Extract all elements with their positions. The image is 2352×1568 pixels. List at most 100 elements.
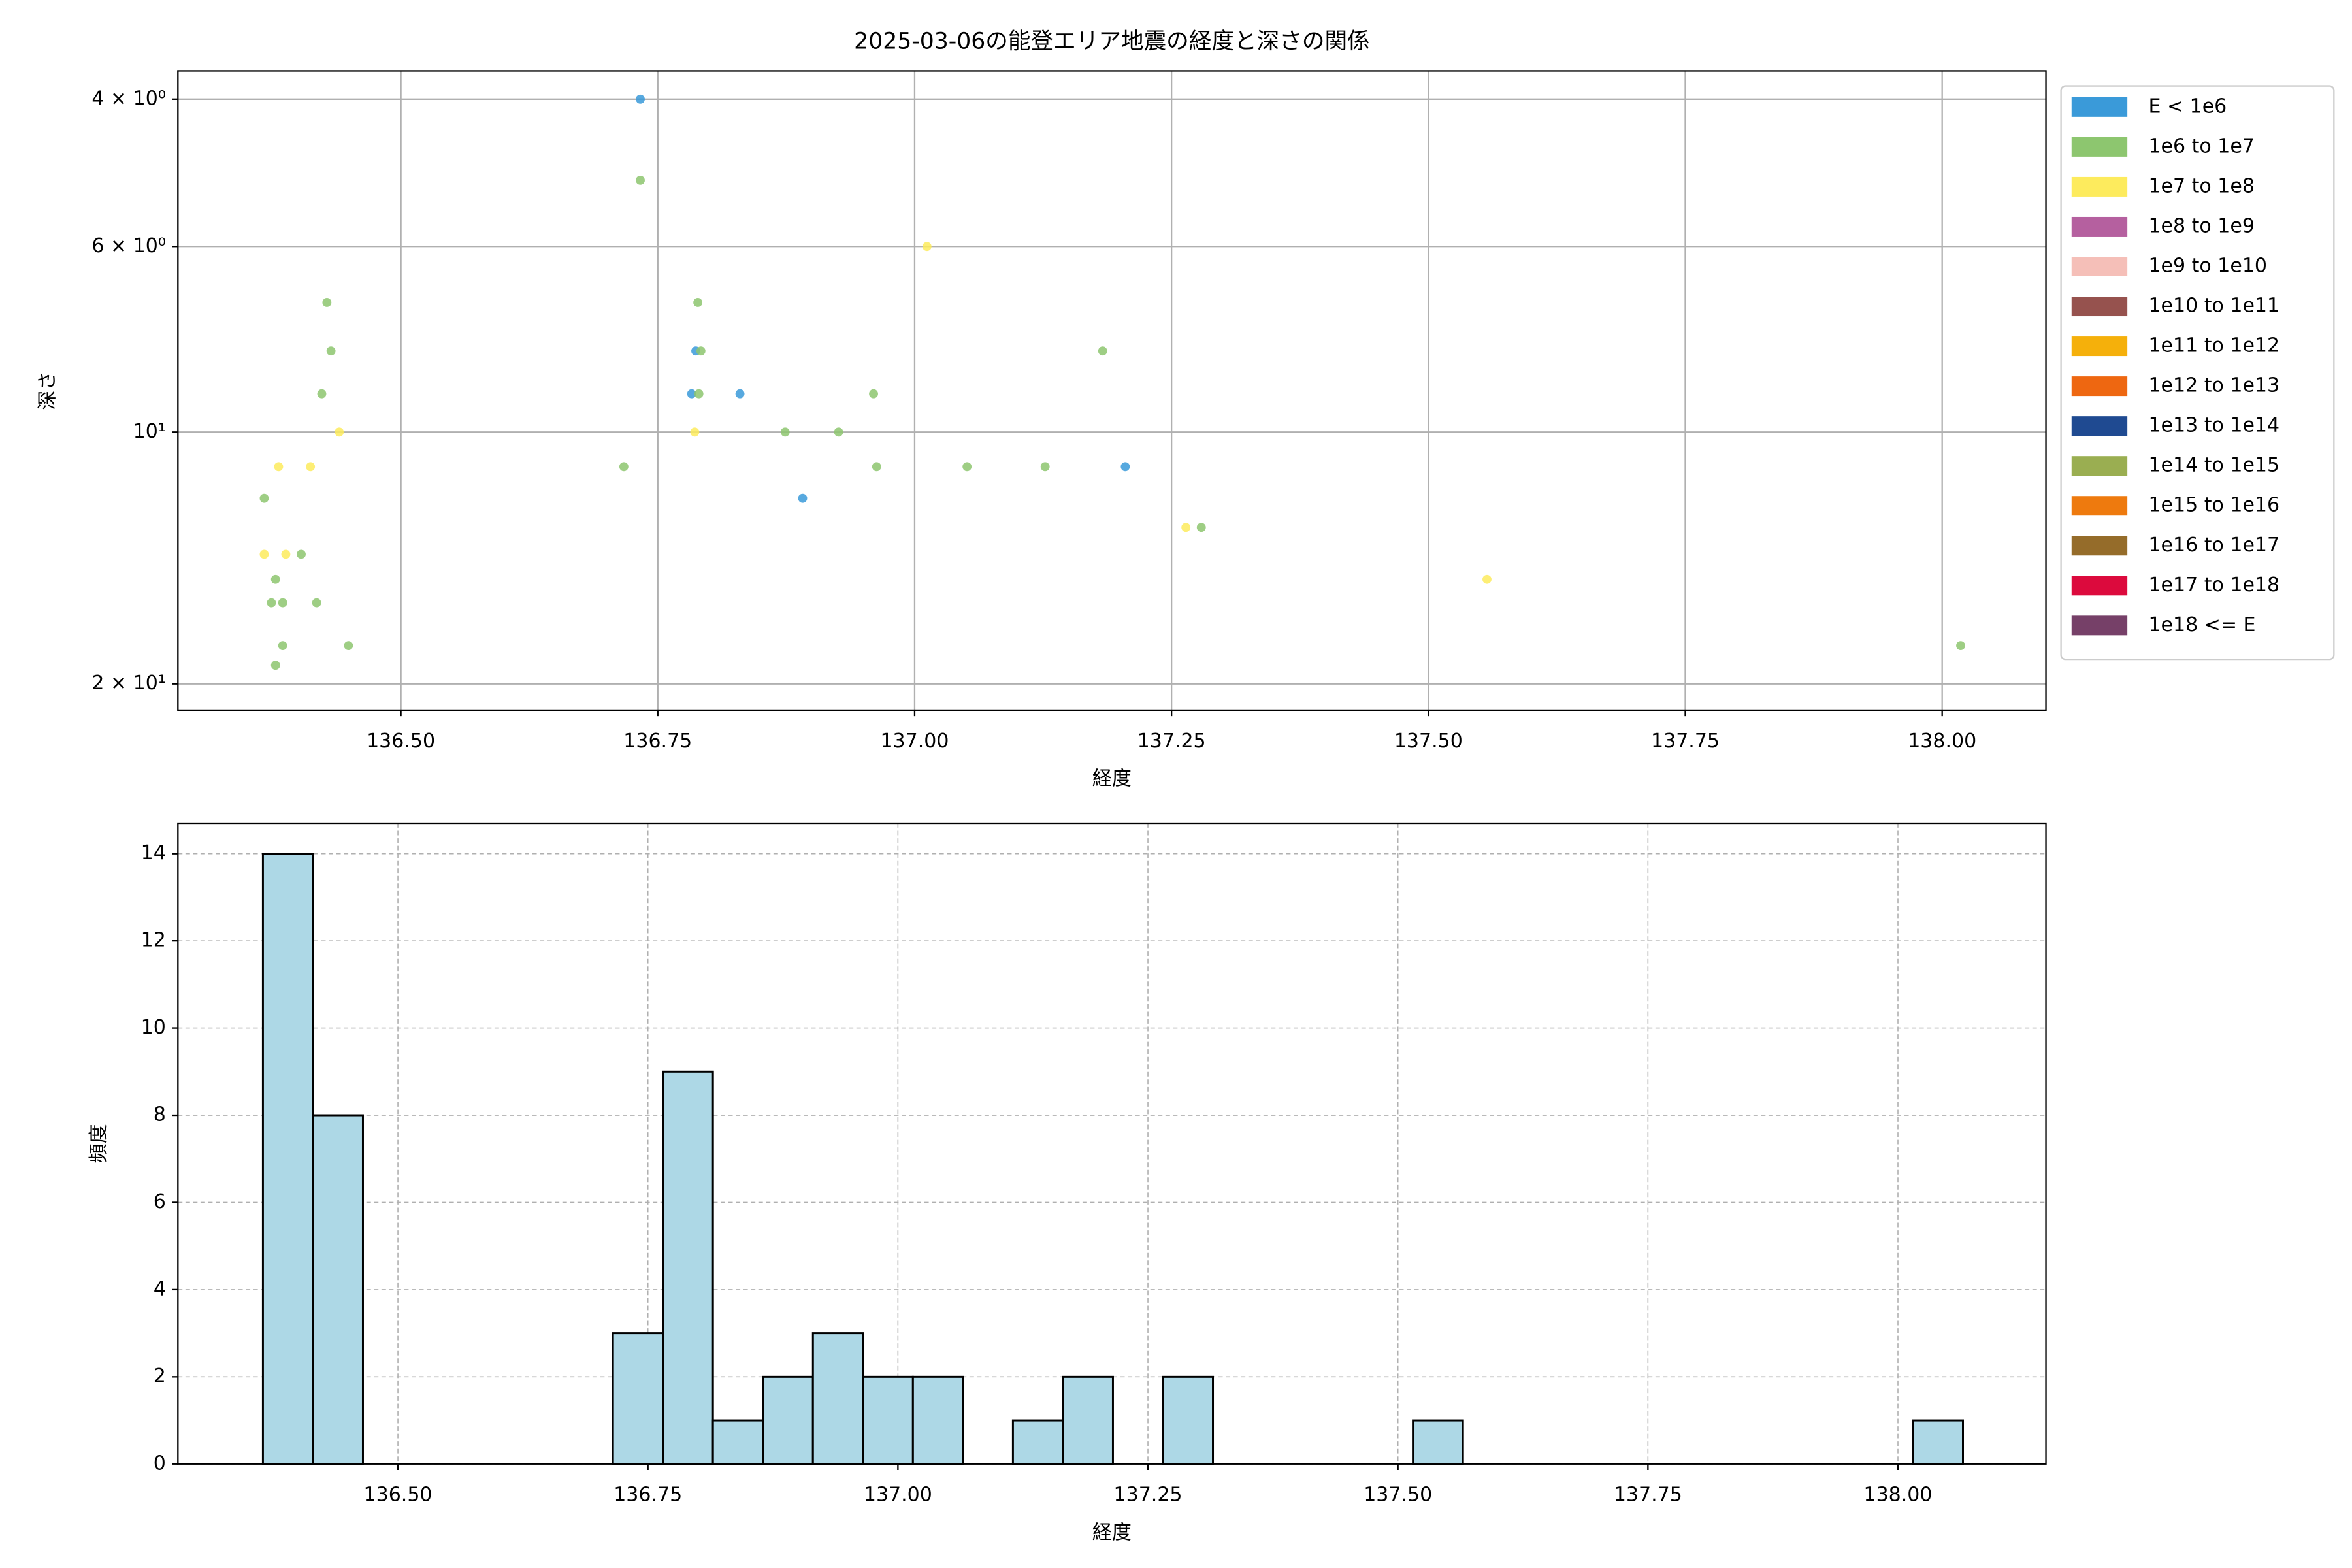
histogram-bar (1011, 1419, 1064, 1465)
data-point (274, 462, 284, 472)
x-tick-label: 136.50 (367, 730, 435, 753)
y-axis-label: 頻度 (88, 1124, 110, 1163)
histogram-bar (711, 1419, 764, 1465)
x-tick-label: 138.00 (1864, 1484, 1933, 1507)
data-point (322, 298, 332, 307)
data-point (693, 298, 703, 307)
y-tick-label: 10 (141, 1016, 166, 1039)
legend-label: 1e9 to 1e10 (2148, 255, 2267, 278)
legend-box (2060, 85, 2335, 661)
y-tick-label: 10¹ (133, 420, 166, 443)
y-tick-label: 2 (154, 1365, 166, 1388)
y-tick-label: 4 × 10⁰ (91, 87, 166, 110)
data-point (922, 242, 932, 252)
legend-label: 1e13 to 1e14 (2148, 414, 2279, 437)
legend-swatch (2071, 297, 2128, 317)
legend-label: 1e11 to 1e12 (2148, 335, 2279, 357)
histogram-bar (1162, 1375, 1215, 1465)
data-point (798, 493, 808, 503)
y-tick-label: 8 (154, 1103, 166, 1126)
data-point (317, 389, 327, 399)
legend-swatch (2071, 176, 2128, 197)
data-point (344, 641, 353, 651)
legend-swatch (2071, 336, 2128, 357)
data-point (259, 493, 269, 503)
data-point (1196, 523, 1206, 532)
data-point (735, 389, 745, 399)
chart-title: 2025-03-06の能登エリア地震の経度と深さの関係 (854, 29, 1370, 55)
y-tick-label: 6 (154, 1190, 166, 1213)
data-point (1956, 641, 1965, 651)
y-tick-label: 12 (141, 929, 166, 952)
y-tick-label: 14 (141, 841, 166, 864)
y-tick-label: 6 × 10⁰ (91, 235, 166, 257)
data-point (267, 598, 276, 608)
data-point (1482, 574, 1492, 584)
histogram-bar (811, 1332, 864, 1465)
legend-swatch (2071, 416, 2128, 436)
y-tick-label: 0 (154, 1452, 166, 1475)
x-tick-label: 137.25 (1137, 730, 1206, 753)
data-point (306, 462, 316, 472)
data-point (278, 641, 287, 651)
legend-swatch (2071, 496, 2128, 516)
data-point (636, 94, 645, 104)
data-point (962, 462, 972, 472)
legend-swatch (2071, 137, 2128, 157)
data-point (270, 574, 280, 584)
data-point (690, 427, 700, 437)
data-point (1181, 523, 1191, 532)
axes-frame (177, 70, 2047, 711)
data-point (619, 462, 629, 472)
data-point (687, 389, 696, 399)
x-tick-label: 136.50 (364, 1484, 433, 1507)
x-tick-label: 137.50 (1394, 730, 1463, 753)
legend-label: 1e14 to 1e15 (2148, 454, 2279, 477)
x-tick-label: 137.00 (880, 730, 949, 753)
x-tick-label: 136.75 (623, 730, 692, 753)
y-tick-label: 4 (154, 1277, 166, 1300)
data-point (312, 598, 321, 608)
data-point (326, 346, 336, 356)
legend-label: 1e17 to 1e18 (2148, 574, 2279, 596)
data-point (1120, 462, 1130, 472)
legend-swatch (2071, 376, 2128, 397)
legend-label: 1e16 to 1e17 (2148, 534, 2279, 557)
x-axis-label: 経度 (1092, 768, 1132, 791)
data-point (335, 427, 344, 437)
data-point (270, 661, 280, 670)
data-point (297, 549, 306, 559)
histogram-bar (862, 1375, 914, 1465)
histogram-bar (911, 1375, 964, 1465)
x-tick-label: 137.25 (1114, 1484, 1183, 1507)
legend-label: E < 1e6 (2148, 95, 2227, 118)
legend-label: 1e8 to 1e9 (2148, 214, 2254, 237)
data-point (696, 346, 706, 356)
data-point (278, 598, 287, 608)
data-point (259, 549, 269, 559)
legend-swatch (2071, 216, 2128, 237)
data-point (834, 427, 843, 437)
histogram-bar (1412, 1419, 1464, 1465)
axes-frame (177, 822, 2047, 1465)
x-tick-label: 137.75 (1614, 1484, 1682, 1507)
data-point (694, 389, 704, 399)
histogram-bar (1912, 1419, 1964, 1465)
x-tick-label: 137.50 (1364, 1484, 1432, 1507)
data-point (872, 462, 881, 472)
data-point (1098, 346, 1107, 356)
legend-label: 1e15 to 1e16 (2148, 494, 2279, 517)
legend-label: 1e6 to 1e7 (2148, 135, 2254, 157)
x-tick-label: 138.00 (1908, 730, 1976, 753)
legend-label: 1e7 to 1e8 (2148, 174, 2254, 197)
data-point (636, 175, 645, 185)
histogram-bar (261, 853, 314, 1465)
x-tick-label: 137.75 (1651, 730, 1720, 753)
histogram-bar (312, 1114, 364, 1465)
legend-swatch (2071, 97, 2128, 117)
legend-label: 1e12 to 1e13 (2148, 374, 2279, 397)
data-point (281, 549, 291, 559)
y-tick-label: 2 × 10¹ (91, 672, 166, 694)
